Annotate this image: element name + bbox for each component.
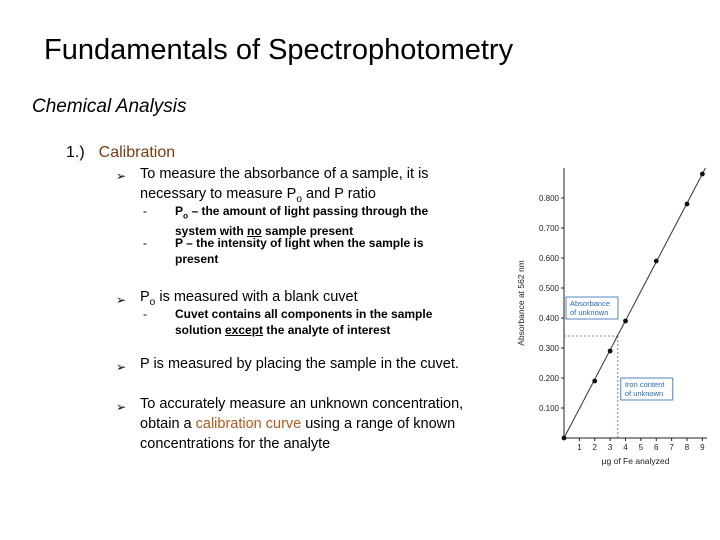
x-tick-label: 8 (685, 443, 690, 452)
y-tick-label: 0.500 (539, 284, 560, 293)
iron-annotation-line2: of unknown (625, 389, 663, 398)
data-point (623, 318, 628, 324)
x-tick-label: 4 (623, 443, 628, 452)
sub-bullet-po: Po – the amount of light passing through… (175, 204, 429, 239)
y-tick-label: 0.700 (539, 224, 560, 233)
bullet-1-line1: To measure the absorbance of a sample, i… (140, 166, 429, 182)
sub-bullet-cuvet: Cuvet contains all components in the sam… (175, 307, 433, 337)
sub-bullet-p: P – the intensity of light when the samp… (175, 236, 424, 266)
y-tick-label: 0.100 (539, 404, 560, 413)
y-tick-label: 0.200 (539, 374, 560, 383)
bullet-arrow-icon: ➢ (116, 400, 127, 414)
bullet-arrow-icon: ➢ (116, 360, 127, 374)
calibration-fit-line (563, 167, 706, 439)
sub-bullet-dash: - (143, 307, 147, 321)
x-tick-label: 1 (577, 443, 582, 452)
bullet-2: Po is measured with a blank cuvet (140, 289, 358, 308)
y-tick-label: 0.400 (539, 314, 560, 323)
section-heading: 1.) Calibration (66, 144, 175, 162)
iron-annotation-box (620, 377, 674, 401)
absorbance-annotation-line1: Absorbance (570, 299, 610, 308)
bullet-1: To measure the absorbance of a sample, i… (140, 164, 510, 210)
sub-bullet-dash: - (143, 236, 147, 250)
data-point (592, 378, 598, 384)
absorbance-annotation-box (565, 296, 619, 320)
data-point (561, 435, 567, 441)
x-axis-label: µg of Fe analyzed (602, 456, 670, 466)
y-tick-label: 0.300 (539, 344, 560, 353)
x-tick-label: 6 (654, 443, 659, 452)
bullet-4: To accurately measure an unknown concent… (140, 396, 464, 452)
bullet-1-line2: necessary to measure Po and P ratio (140, 186, 376, 205)
x-tick-label: 3 (608, 443, 613, 452)
y-tick-label: 0.800 (539, 194, 560, 203)
y-axis-label: Absorbance at 562 nm (516, 260, 526, 346)
x-tick-label: 5 (639, 443, 644, 452)
section-label: Calibration (98, 144, 176, 161)
bullet-3: P is measured by placing the sample in t… (140, 356, 459, 372)
iron-annotation-line1: Iron content (625, 380, 666, 389)
section-number: 1.) (66, 144, 85, 161)
slide-title: Fundamentals of Spectrophotometry (44, 34, 514, 66)
x-tick-label: 9 (700, 443, 705, 452)
calibration-curve-chart: 0.100 0.200 0.300 0.400 0.500 0.600 0.700 0.800… (516, 167, 707, 466)
y-tick-label: 0.600 (539, 254, 560, 263)
data-point (607, 348, 613, 354)
slide-subtitle: Chemical Analysis (32, 96, 187, 117)
absorbance-annotation-line2: of unknown (570, 308, 608, 317)
data-point (684, 201, 690, 207)
bullet-arrow-icon: ➢ (116, 293, 127, 307)
x-tick-label: 7 (669, 443, 674, 452)
data-point (653, 258, 659, 264)
bullet-arrow-icon: ➢ (116, 169, 127, 183)
sub-bullet-dash: - (143, 204, 147, 218)
x-tick-label: 2 (593, 443, 598, 452)
data-point (699, 171, 705, 177)
